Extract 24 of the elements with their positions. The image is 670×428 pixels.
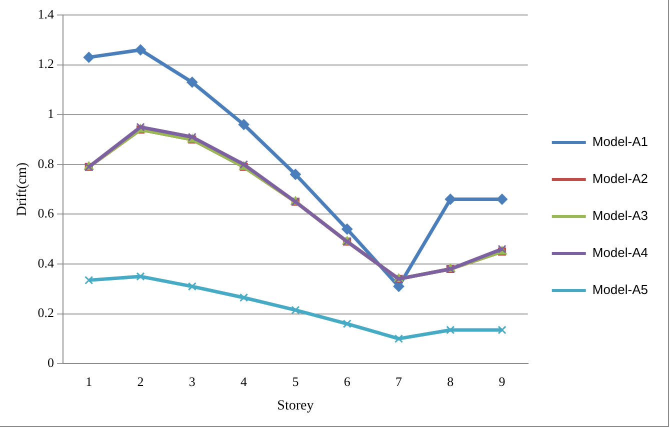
legend-label: Model-A5 — [592, 282, 648, 298]
x-tick-label: 9 — [498, 374, 506, 389]
legend-label: Model-A3 — [592, 208, 648, 224]
y-tick-label: 1.2 — [38, 56, 54, 72]
x-tick-label: 8 — [447, 374, 454, 389]
y-tick-label: 1 — [48, 106, 54, 122]
legend-label: Model-A4 — [592, 245, 648, 260]
x-tick-label: 6 — [344, 374, 351, 389]
y-tick-label: 1.4 — [38, 6, 55, 22]
legend-label: Model-A2 — [592, 171, 648, 186]
x-tick-label: 7 — [396, 374, 402, 389]
y-tick-label: 0 — [48, 355, 54, 370]
y-tick-label: 0.6 — [38, 206, 55, 221]
x-tick-label: 5 — [292, 374, 299, 389]
y-tick-label: 0.4 — [38, 255, 55, 270]
legend-label: Model-A1 — [592, 134, 648, 150]
x-tick-label: 2 — [137, 374, 144, 389]
y-tick-label: 0.8 — [38, 156, 54, 171]
y-tick-label: 0.2 — [38, 305, 54, 320]
x-axis-title: Storey — [277, 398, 314, 414]
y-axis-title: Drift(cm) — [15, 162, 30, 216]
x-tick-label: 4 — [240, 374, 248, 389]
x-tick-label: 1 — [86, 374, 92, 389]
x-tick-label: 3 — [188, 374, 196, 389]
